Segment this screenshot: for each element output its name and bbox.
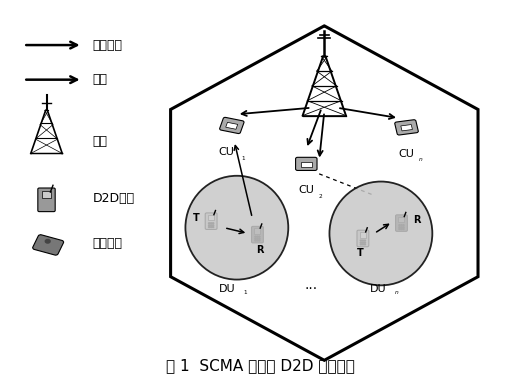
Text: 通信链路: 通信链路 (93, 39, 123, 51)
Circle shape (257, 240, 258, 241)
Circle shape (364, 242, 366, 243)
FancyBboxPatch shape (205, 213, 217, 229)
Circle shape (399, 227, 400, 228)
Text: 干扰: 干扰 (93, 73, 108, 86)
Text: T: T (357, 248, 363, 258)
Text: CU: CU (399, 149, 414, 159)
Circle shape (403, 227, 404, 228)
Text: $_n$: $_n$ (394, 288, 399, 297)
FancyBboxPatch shape (226, 122, 238, 129)
Text: $_1$: $_1$ (243, 288, 248, 297)
Circle shape (362, 242, 363, 243)
Text: $_2$: $_2$ (318, 192, 323, 201)
FancyBboxPatch shape (301, 162, 311, 167)
Circle shape (211, 223, 212, 224)
Text: R: R (256, 245, 264, 255)
Circle shape (360, 242, 361, 243)
Text: 图 1  SCMA 系统中 D2D 通信模型: 图 1 SCMA 系统中 D2D 通信模型 (165, 358, 355, 374)
Circle shape (259, 240, 260, 241)
Text: 基站: 基站 (93, 135, 108, 148)
Circle shape (399, 225, 400, 226)
Circle shape (401, 225, 402, 226)
Circle shape (257, 238, 258, 239)
Circle shape (259, 238, 260, 239)
Circle shape (211, 225, 212, 226)
Ellipse shape (186, 176, 288, 280)
FancyBboxPatch shape (395, 120, 418, 135)
Text: DU: DU (370, 284, 387, 294)
Text: D2D用户: D2D用户 (93, 192, 135, 206)
Text: ···: ··· (305, 282, 318, 296)
Text: 蜂窝用户: 蜂窝用户 (93, 237, 123, 250)
Circle shape (255, 238, 256, 239)
Circle shape (360, 244, 361, 245)
Text: R: R (413, 215, 421, 225)
Circle shape (362, 244, 363, 245)
FancyBboxPatch shape (254, 229, 261, 234)
Text: $_n$: $_n$ (418, 155, 423, 165)
Circle shape (209, 225, 210, 226)
Circle shape (213, 227, 214, 228)
FancyBboxPatch shape (401, 124, 412, 131)
FancyBboxPatch shape (396, 215, 407, 231)
Circle shape (401, 227, 402, 228)
Circle shape (213, 223, 214, 224)
Circle shape (362, 240, 363, 241)
Text: DU: DU (219, 284, 236, 294)
FancyBboxPatch shape (33, 235, 63, 255)
Text: T: T (193, 213, 200, 223)
FancyBboxPatch shape (252, 226, 263, 243)
Circle shape (255, 240, 256, 241)
FancyBboxPatch shape (295, 157, 317, 170)
Text: $_1$: $_1$ (241, 154, 246, 163)
Circle shape (255, 236, 256, 237)
Circle shape (364, 240, 366, 241)
Text: CU: CU (298, 185, 314, 195)
FancyBboxPatch shape (38, 188, 55, 212)
Circle shape (360, 240, 361, 241)
Circle shape (45, 239, 50, 243)
Circle shape (403, 225, 404, 226)
FancyBboxPatch shape (357, 230, 369, 247)
FancyBboxPatch shape (42, 191, 51, 198)
FancyBboxPatch shape (360, 232, 366, 238)
Text: CU: CU (218, 147, 235, 157)
Circle shape (364, 244, 366, 245)
Circle shape (213, 225, 214, 226)
FancyBboxPatch shape (208, 215, 214, 220)
Circle shape (257, 236, 258, 237)
FancyBboxPatch shape (219, 117, 244, 133)
FancyBboxPatch shape (398, 217, 405, 222)
Ellipse shape (330, 181, 432, 285)
Circle shape (259, 236, 260, 237)
Circle shape (209, 223, 210, 224)
Circle shape (211, 227, 212, 228)
Circle shape (209, 227, 210, 228)
